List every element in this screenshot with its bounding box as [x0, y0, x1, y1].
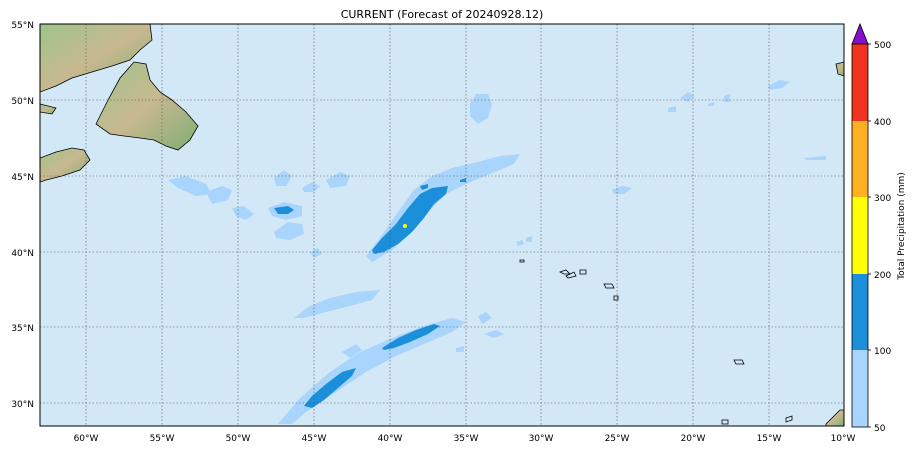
lon-label-55w: 55°W [150, 434, 175, 444]
lon-label-50w: 50°W [226, 434, 251, 444]
colorbar-tick-100: 100 [874, 347, 891, 357]
lat-label-40n: 40°N [11, 249, 34, 259]
colorbar-segment-300-400 [852, 121, 868, 197]
lat-label-50n: 50°N [11, 97, 34, 107]
lat-label-55n: 55°N [11, 21, 34, 31]
precip-moderate [274, 178, 466, 408]
lat-tick-labels: 55°N 50°N 45°N 40°N 35°N 30°N [11, 21, 34, 410]
lon-label-45w: 45°W [302, 434, 327, 444]
colorbar-label: Total Precipitation (mm) [897, 172, 907, 281]
lat-label-30n: 30°N [11, 400, 34, 410]
colorbar-frame [851, 43, 869, 428]
lon-label-35w: 35°W [454, 434, 479, 444]
lon-label-60w: 60°W [74, 434, 99, 444]
colorbar-segment-100-200 [852, 274, 868, 350]
colorbar-tick-500: 500 [874, 41, 891, 51]
map-title: CURRENT (Forecast of 20240928.12) [341, 8, 544, 21]
lon-label-30w: 30°W [529, 434, 554, 444]
colorbar-segment-50-100 [852, 350, 868, 427]
precip-core-south-1 [304, 368, 356, 408]
colorbar: 500 400 300 200 100 50 Total Precipitati… [851, 22, 907, 434]
map-frame [39, 23, 845, 427]
gridlines [40, 24, 844, 426]
lat-label-35n: 35°N [11, 324, 34, 334]
colorbar-tick-200: 200 [874, 271, 891, 281]
lon-label-15w: 15°W [757, 434, 782, 444]
lon-label-20w: 20°W [681, 434, 706, 444]
colorbar-tick-400: 400 [874, 118, 891, 128]
land-newfoundland [40, 24, 844, 426]
islands-azores [519, 259, 793, 425]
lon-label-25w: 25°W [605, 434, 630, 444]
ocean [40, 24, 844, 426]
colorbar-segment-400-500 [852, 44, 868, 121]
map-area [40, 24, 844, 426]
precip-core-central [372, 186, 448, 254]
colorbar-tick-50: 50 [874, 424, 886, 434]
lat-label-45n: 45°N [11, 173, 34, 183]
lon-label-10w: 10°W [831, 434, 856, 444]
colorbar-segment-200-300 [852, 197, 868, 274]
lon-label-40w: 40°W [378, 434, 403, 444]
lon-tick-labels: 60°W 55°W 50°W 45°W 40°W 35°W 30°W 25°W … [74, 434, 856, 444]
precip-heavy [403, 224, 407, 228]
colorbar-extend-arrow [851, 22, 869, 45]
colorbar-tick-300: 300 [874, 194, 891, 204]
precip-core-south-2 [382, 324, 440, 350]
